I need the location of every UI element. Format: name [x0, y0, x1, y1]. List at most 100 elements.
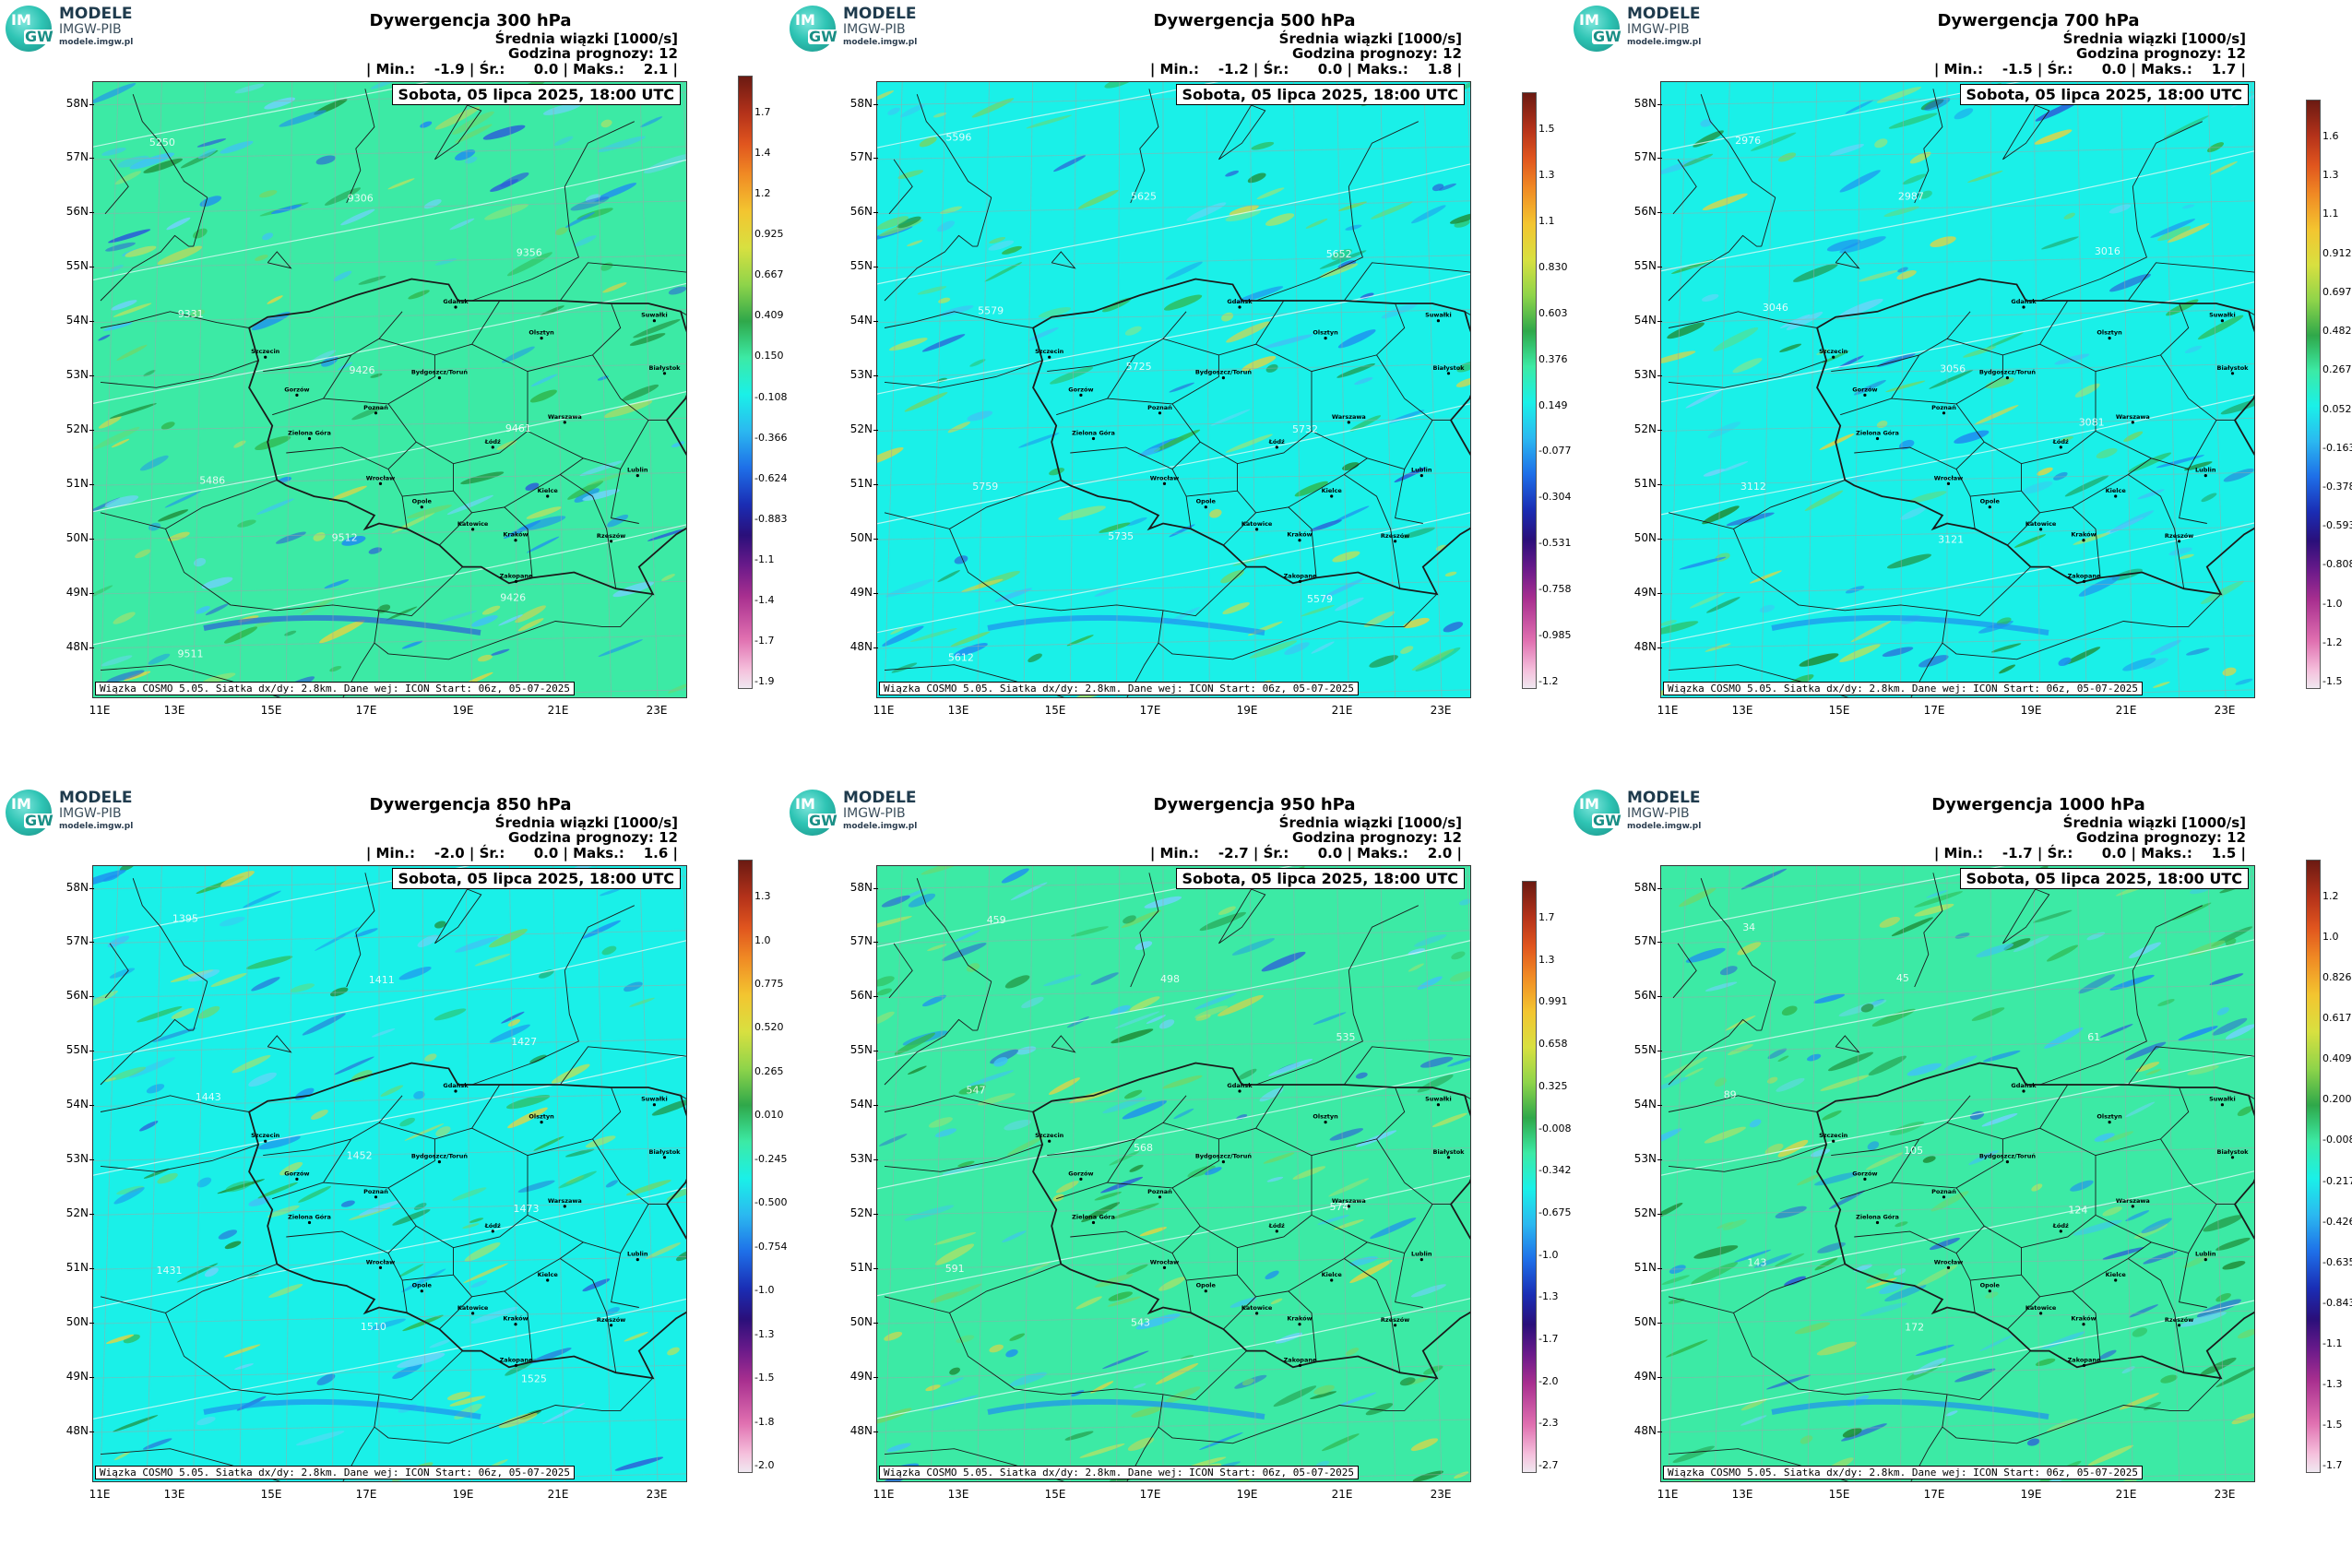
- divergence-streak: [600, 119, 612, 128]
- voivodeship-border: [2160, 1138, 2235, 1206]
- divergence-streak: [1865, 1277, 1897, 1289]
- geopotential-contour: [93, 282, 686, 404]
- city-marker: [2131, 1205, 2134, 1208]
- divergence-streak: [234, 83, 265, 94]
- city-label: Gdańsk: [2011, 298, 2037, 305]
- divergence-streak: [350, 1070, 373, 1083]
- divergence-streak: [551, 1063, 590, 1084]
- border-line: [884, 1144, 1043, 1172]
- divergence-streak: [1777, 1055, 1789, 1063]
- divergence-streak: [937, 570, 960, 583]
- divergence-streak: [1446, 1055, 1470, 1067]
- city-label: Suwałki: [641, 1096, 668, 1103]
- city-label: Kraków: [2071, 531, 2096, 539]
- longitude-label: 15E: [260, 1488, 282, 1501]
- geopotential-contour: [93, 82, 432, 148]
- divergence-streak: [1399, 1377, 1416, 1386]
- divergence-streak: [1005, 1348, 1018, 1358]
- divergence-streak: [2013, 534, 2047, 548]
- divergence-streak: [2034, 129, 2073, 145]
- city-label: Poznań: [363, 404, 388, 411]
- divergence-streak: [1777, 152, 1797, 162]
- city-label: Gdańsk: [443, 1082, 469, 1089]
- divergence-streak: [942, 1163, 983, 1175]
- border-line: [193, 196, 208, 247]
- divergence-streak: [1799, 653, 1839, 667]
- divergence-streak: [529, 1348, 572, 1364]
- contour-label: 5732: [1292, 423, 1318, 435]
- city-marker: [1079, 393, 1083, 397]
- border-line: [2127, 1046, 2254, 1086]
- divergence-streak: [1209, 509, 1222, 518]
- divergence-streak: [501, 346, 535, 363]
- colorbar-label: 1.7: [754, 106, 771, 118]
- divergence-streak: [1779, 343, 1802, 352]
- divergence-streak: [359, 1200, 402, 1216]
- border-line: [165, 529, 463, 617]
- divergence-streak: [1689, 592, 1726, 609]
- divergence-streak: [1121, 909, 1161, 928]
- divergence-streak: [129, 152, 175, 170]
- geopotential-contour: [93, 1054, 686, 1176]
- contour-label: 124: [2068, 1205, 2087, 1217]
- divergence-streak: [949, 1367, 960, 1375]
- city-label: Gorzów: [1068, 1170, 1093, 1177]
- divergence-streak: [474, 953, 511, 967]
- divergence-streak: [103, 1077, 116, 1082]
- divergence-streak: [1838, 298, 1883, 318]
- divergence-streak: [936, 220, 956, 232]
- divergence-streak: [1229, 1297, 1258, 1308]
- graticule-line: [93, 930, 686, 944]
- divergence-streak: [107, 935, 130, 948]
- city-label: Zielona Góra: [1856, 430, 1899, 437]
- city-marker: [471, 1312, 475, 1315]
- divergence-streak: [435, 1126, 451, 1137]
- divergence-streak: [1954, 430, 1990, 445]
- border-line: [1051, 1035, 1076, 1053]
- geopotential-contour: [877, 512, 1470, 634]
- divergence-streak: [102, 322, 133, 331]
- valid-date: Sobota, 05 lipca 2025, 18:00 UTC: [1175, 868, 1465, 889]
- border-line: [2039, 905, 2203, 1086]
- divergence-streak: [969, 359, 986, 367]
- voivodeship-border: [1404, 1204, 1433, 1253]
- panel-title: Dywergencja 950 hPa: [1153, 795, 1356, 814]
- city-marker: [1238, 305, 1241, 309]
- divergence-streak: [233, 440, 246, 448]
- divergence-streak: [129, 1057, 175, 1078]
- city-marker: [295, 1177, 299, 1181]
- contour-label: 9331: [178, 308, 204, 320]
- city-marker: [1158, 1195, 1162, 1199]
- voivodeship-border: [2095, 1214, 2207, 1308]
- contour-label: 3081: [2079, 416, 2105, 428]
- divergence-streak: [934, 1128, 957, 1138]
- voivodeship-border: [560, 457, 584, 475]
- divergence-streak: [137, 1005, 183, 1023]
- border-line: [884, 1018, 978, 1086]
- city-label: Zakopane: [500, 1356, 533, 1363]
- divergence-streak: [413, 1090, 425, 1099]
- colorbar-label: -0.808: [2322, 558, 2352, 571]
- city-marker: [546, 1278, 550, 1282]
- border-line: [884, 642, 1159, 697]
- divergence-streak: [1071, 926, 1109, 937]
- map-svg: 5250930693569331942694615486951294269511…: [93, 82, 686, 697]
- divergence-streak: [564, 1148, 595, 1158]
- divergence-streak: [105, 242, 136, 252]
- contour-label: 535: [1336, 1031, 1356, 1043]
- colorbar-label: -0.754: [754, 1240, 788, 1253]
- city-label: Zakopane: [1284, 1356, 1317, 1363]
- city-marker: [546, 494, 550, 498]
- divergence-streak: [1871, 1008, 1916, 1027]
- colorbar-label: 1.6: [2322, 130, 2339, 142]
- border-line: [949, 529, 1247, 617]
- divergence-streak: [333, 270, 352, 281]
- divergence-streak: [451, 111, 494, 135]
- divergence-streak: [315, 927, 360, 951]
- border-line: [100, 642, 375, 697]
- longitude-label: 21E: [1331, 1488, 1353, 1501]
- divergence-streak: [1408, 963, 1424, 972]
- contour-label: 9426: [350, 364, 375, 376]
- voivodeship-border: [1955, 371, 2097, 465]
- colorbar-label: -0.500: [754, 1196, 788, 1209]
